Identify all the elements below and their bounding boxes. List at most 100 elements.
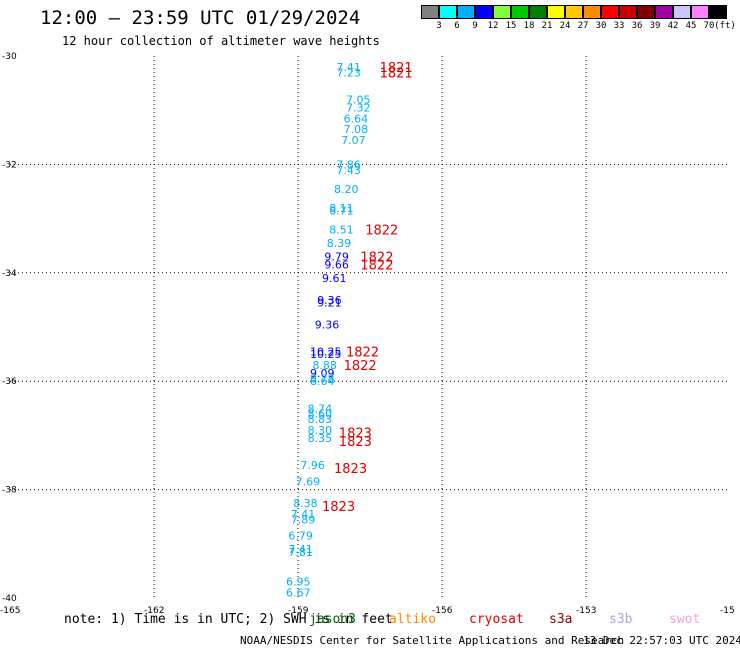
wave-height-point: 7.05 — [346, 93, 371, 106]
colorbar-label: 33 — [613, 21, 625, 31]
x-tick-label: -153 — [576, 606, 596, 616]
wave-height-point: 7.69 — [296, 475, 321, 488]
wave-height-point: 8.39 — [327, 237, 352, 250]
time-label: 1823 — [322, 500, 355, 515]
colorbar-swatch — [421, 5, 439, 19]
wave-height-point: 6.67 — [286, 587, 311, 600]
wave-height-point: 8.11 — [329, 202, 354, 215]
satellite-legend-item: s3a — [549, 612, 573, 627]
colorbar-swatch — [475, 5, 493, 19]
wave-height-point: 7.81 — [288, 546, 313, 559]
wave-height-colorbar — [421, 5, 727, 19]
colorbar-swatch — [547, 5, 565, 19]
wave-height-point: 6.79 — [288, 530, 313, 543]
colorbar-label: 27 — [577, 21, 589, 31]
time-label: 1822 — [344, 359, 377, 374]
colorbar-label: 30 — [595, 21, 607, 31]
x-tick-label: -159 — [288, 606, 309, 616]
time-label: 1823 — [339, 435, 372, 450]
credit-text: NOAA/NESDIS Center for Satellite Applica… — [240, 634, 625, 647]
colorbar-label: 45 — [685, 21, 697, 31]
colorbar-swatch — [493, 5, 511, 19]
wave-height-point: 10.25 — [310, 345, 342, 358]
colorbar-swatch — [709, 5, 727, 19]
colorbar-label: 39 — [649, 21, 661, 31]
satellite-legend-item: s3b — [609, 612, 633, 627]
wave-height-point: 9.36 — [315, 318, 340, 331]
colorbar-swatch — [637, 5, 655, 19]
wave-height-point: 9.21 — [317, 297, 342, 310]
wave-height-point: 7.07 — [341, 134, 366, 147]
wave-height-point: 8.88 — [312, 359, 337, 372]
colorbar-label: 70 — [703, 21, 715, 31]
wave-height-point: 9.36 — [317, 294, 342, 307]
wave-height-point: 7.32 — [346, 101, 371, 114]
colorbar-label: 42 — [667, 21, 679, 31]
wave-height-point: 9.09 — [310, 367, 335, 380]
colorbar-label: 21 — [541, 21, 553, 31]
wave-height-point: 7.43 — [336, 164, 361, 177]
time-label: 1823 — [339, 427, 372, 442]
time-label: 1822 — [360, 251, 393, 266]
wave-height-point: 8.60 — [308, 408, 333, 421]
colorbar-swatch — [583, 5, 601, 19]
wave-height-point: 10.25 — [310, 348, 342, 361]
colorbar-swatch — [673, 5, 691, 19]
wave-height-point: 7.23 — [336, 66, 361, 79]
chart-subtitle: 12 hour collection of altimeter wave hei… — [62, 34, 380, 48]
y-tick-label: -38 — [2, 486, 17, 496]
time-label: 1823 — [334, 462, 367, 477]
wave-height-point: 8.64 — [310, 375, 335, 388]
wave-height-point: 8.51 — [329, 223, 354, 236]
y-tick-label: -30 — [2, 52, 17, 62]
wave-height-point: 7.89 — [291, 513, 316, 526]
colorbar-label: 12 — [487, 21, 499, 31]
wave-height-point: 9.66 — [324, 259, 349, 272]
wave-height-point: 8.71 — [329, 204, 354, 217]
colorbar-swatch — [529, 5, 547, 19]
colorbar-swatch — [439, 5, 457, 19]
credit-timestamp: 13 Dec 22:57:03 UTC 2024 — [583, 634, 740, 647]
wave-height-point: 7.08 — [344, 123, 369, 136]
wave-height-point: 7.41 — [288, 543, 313, 556]
note-text: note: 1) Time is in UTC; 2) SWH is in fe… — [64, 612, 393, 627]
wave-height-point: 8.30 — [308, 424, 333, 437]
wave-height-point: 7.41 — [336, 61, 361, 74]
time-label: 1822 — [360, 259, 393, 274]
colorbar-label: 18 — [523, 21, 535, 31]
satellite-legend-item: altiko — [389, 612, 436, 627]
wave-height-point: 9.79 — [324, 251, 349, 264]
wave-height-point: 6.64 — [344, 112, 369, 125]
colorbar-swatch — [457, 5, 475, 19]
colorbar-swatch — [691, 5, 709, 19]
wave-height-point: 8.83 — [308, 413, 333, 426]
wave-height-point: 8.74 — [308, 402, 333, 415]
wave-height-point: 6.95 — [286, 576, 311, 589]
colorbar-swatch — [619, 5, 637, 19]
colorbar-label: 24 — [559, 21, 571, 31]
wave-height-point: 7.41 — [291, 508, 316, 521]
colorbar-label: 9 — [472, 21, 478, 31]
colorbar-swatch — [511, 5, 529, 19]
satellite-legend-item: jason3 — [309, 612, 356, 627]
wave-height-point: 8.38 — [293, 497, 318, 510]
wave-height-point: 8.35 — [308, 432, 333, 445]
wave-height-point: 8.78 — [310, 372, 335, 385]
wave-height-point: 7.96 — [300, 459, 325, 472]
y-tick-label: -34 — [2, 269, 17, 279]
satellite-legend-item: swot — [669, 612, 701, 627]
colorbar-swatch — [565, 5, 583, 19]
colorbar-label: 6 — [454, 21, 460, 31]
colorbar-swatch — [601, 5, 619, 19]
satellite-legend-item: cryosat — [469, 612, 524, 627]
wave-height-point: 7.86 — [336, 158, 361, 171]
x-tick-label: -15 — [720, 606, 735, 616]
wave-height-point: 9.61 — [322, 272, 347, 285]
wave-height-point: 8.20 — [334, 183, 359, 196]
x-tick-label: -156 — [432, 606, 453, 616]
x-tick-label: -162 — [144, 606, 164, 616]
chart-title: 12:00 – 23:59 UTC 01/29/2024 — [40, 7, 361, 29]
colorbar-swatch — [655, 5, 673, 19]
colorbar-label: 36 — [631, 21, 643, 31]
y-tick-label: -36 — [2, 377, 17, 387]
